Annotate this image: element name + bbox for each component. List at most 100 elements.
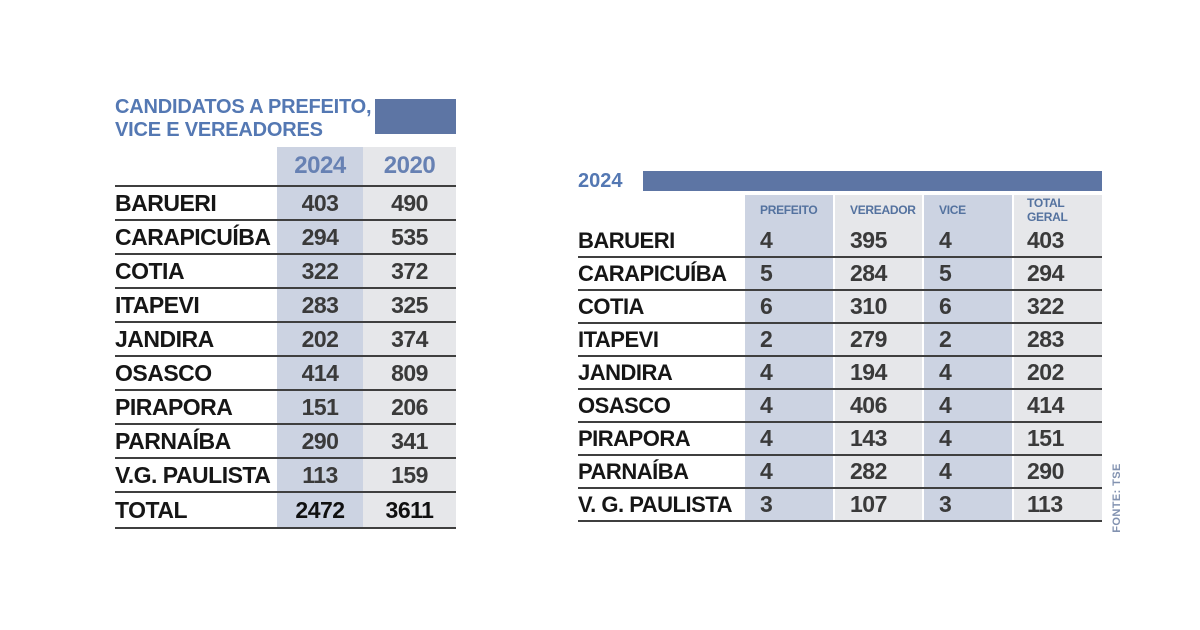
value-total-geral: 113 [1014,489,1102,520]
row-label: OSASCO [115,359,212,386]
row-label: PIRAPORA [578,425,691,451]
row-label: PARNAÍBA [115,427,231,454]
value-vereador: 107 [835,489,922,520]
value-2020: 341 [363,425,456,457]
header-spacer [115,147,277,185]
table-row: PIRAPORA 4 143 4 151 [578,423,1102,456]
table-row: ITAPEVI 2 279 2 283 [578,324,1102,357]
value-2024: 403 [277,187,363,219]
value-2020: 535 [363,221,456,253]
total-2024: 2472 [277,493,363,527]
row-label: COTIA [578,293,644,319]
value-vereador: 143 [835,423,922,454]
table-header-row: 2024 2020 [115,147,456,187]
total-2020: 3611 [363,493,456,527]
column-header-vice: VICE [924,195,1012,225]
value-vereador: 194 [835,357,922,388]
value-total-geral: 202 [1014,357,1102,388]
value-2024: 151 [277,391,363,423]
row-label: JANDIRA [115,325,214,352]
value-2024: 283 [277,289,363,321]
candidates-by-year-table: 2024 2020 BARUERI 403 490 CARAPICUÍBA 29… [115,147,456,529]
table-row: V.G. PAULISTA 113 159 [115,459,456,493]
value-vereador: 279 [835,324,922,355]
value-vereador: 310 [835,291,922,322]
total-label: TOTAL [115,496,188,523]
row-label: CARAPICUÍBA [115,223,271,250]
value-vice: 4 [924,225,1012,256]
column-header-2020: 2020 [363,147,456,185]
value-total-geral: 283 [1014,324,1102,355]
value-prefeito: 2 [745,324,833,355]
column-header-prefeito: PREFEITO [745,195,833,225]
value-2020: 372 [363,255,456,287]
column-header-2024: 2024 [277,147,363,185]
value-vice: 4 [924,390,1012,421]
value-prefeito: 5 [745,258,833,289]
value-2020: 206 [363,391,456,423]
table-row: OSASCO 4 406 4 414 [578,390,1102,423]
table-row: BARUERI 4 395 4 403 [578,225,1102,258]
value-prefeito: 4 [745,456,833,487]
value-vice: 5 [924,258,1012,289]
table-row: PARNAÍBA 290 341 [115,425,456,459]
value-2024: 322 [277,255,363,287]
table-row: JANDIRA 202 374 [115,323,456,357]
column-header-vereador: VEREADOR [835,195,922,225]
breakdown-table: PREFEITO VEREADOR VICE TOTAL GERAL BARUE… [578,195,1102,522]
row-label: ITAPEVI [578,326,659,352]
row-label: OSASCO [578,392,671,418]
table-row: PIRAPORA 151 206 [115,391,456,425]
table-row: BARUERI 403 490 [115,187,456,221]
value-2024: 294 [277,221,363,253]
table-row: OSASCO 414 809 [115,357,456,391]
table-total-row: TOTAL 2472 3611 [115,493,456,529]
row-label: V.G. PAULISTA [115,461,271,488]
value-vereador: 395 [835,225,922,256]
value-2024: 414 [277,357,363,389]
row-label: PARNAÍBA [578,458,689,484]
value-vice: 4 [924,456,1012,487]
title-accent-rect [375,99,456,134]
table-row: CARAPICUÍBA 5 284 5 294 [578,258,1102,291]
value-2020: 374 [363,323,456,355]
value-total-geral: 322 [1014,291,1102,322]
value-total-geral: 294 [1014,258,1102,289]
table-row: JANDIRA 4 194 4 202 [578,357,1102,390]
value-total-geral: 151 [1014,423,1102,454]
value-total-geral: 403 [1014,225,1102,256]
value-prefeito: 3 [745,489,833,520]
value-vice: 3 [924,489,1012,520]
year-header-bar [643,171,1102,191]
value-prefeito: 4 [745,423,833,454]
value-2020: 325 [363,289,456,321]
value-2024: 113 [277,459,363,491]
value-prefeito: 4 [745,357,833,388]
breakdown-2024-section: 2024 PREFEITO VEREADOR VICE TOTAL GERAL … [578,170,1102,522]
table-row: PARNAÍBA 4 282 4 290 [578,456,1102,489]
row-label: BARUERI [578,227,675,253]
source-credit: FONTE: TSE [1111,463,1123,533]
row-label: BARUERI [115,189,217,216]
table-row: V. G. PAULISTA 3 107 3 113 [578,489,1102,522]
header-spacer [578,195,743,225]
value-vereador: 406 [835,390,922,421]
column-header-total-geral: TOTAL GERAL [1014,195,1102,225]
row-label: JANDIRA [578,359,673,385]
value-total-geral: 414 [1014,390,1102,421]
table-row: CARAPICUÍBA 294 535 [115,221,456,255]
value-vice: 2 [924,324,1012,355]
table-header-row: PREFEITO VEREADOR VICE TOTAL GERAL [578,195,1102,225]
value-prefeito: 6 [745,291,833,322]
value-vereador: 282 [835,456,922,487]
row-label: ITAPEVI [115,291,200,318]
value-prefeito: 4 [745,225,833,256]
value-total-geral: 290 [1014,456,1102,487]
value-vice: 6 [924,291,1012,322]
value-2020: 809 [363,357,456,389]
value-2024: 202 [277,323,363,355]
table-row: ITAPEVI 283 325 [115,289,456,323]
value-2020: 159 [363,459,456,491]
value-vice: 4 [924,423,1012,454]
year-label: 2024 [578,169,623,192]
